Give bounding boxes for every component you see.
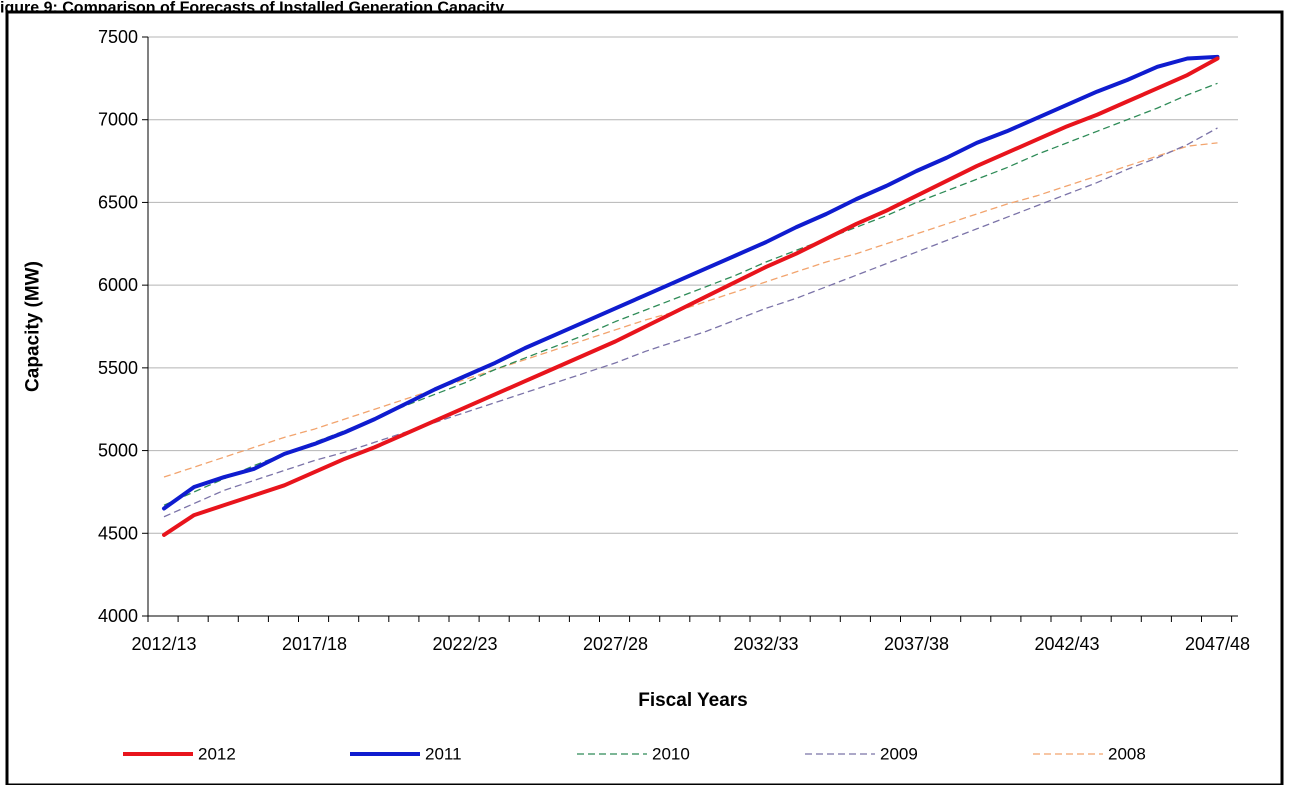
x-tick-label: 2047/48 (1185, 634, 1250, 654)
x-tick-label: 2012/13 (131, 634, 196, 654)
y-tick-label: 7500 (98, 27, 138, 47)
x-tick-label: 2022/23 (432, 634, 497, 654)
x-tick-label: 2017/18 (282, 634, 347, 654)
y-tick-label: 4000 (98, 606, 138, 626)
legend-label-2012: 2012 (198, 745, 236, 764)
x-tick-label: 2027/28 (583, 634, 648, 654)
x-tick-label: 2042/43 (1034, 634, 1099, 654)
legend-label-2009: 2009 (880, 745, 918, 764)
y-tick-label: 5500 (98, 358, 138, 378)
legend-label-2011: 2011 (425, 745, 462, 764)
y-tick-label: 5000 (98, 441, 138, 461)
x-axis-title: Fiscal Years (638, 690, 748, 711)
chart-border (7, 12, 1282, 785)
y-axis-title: Capacity (MW) (23, 261, 44, 392)
y-tick-label: 4500 (98, 523, 138, 543)
y-tick-label: 7000 (98, 110, 138, 130)
legend-label-2010: 2010 (652, 745, 690, 764)
x-tick-label: 2037/38 (884, 634, 949, 654)
y-tick-label: 6500 (98, 192, 138, 212)
x-tick-label: 2032/33 (733, 634, 798, 654)
legend-label-2008: 2008 (1108, 745, 1146, 764)
y-tick-label: 6000 (98, 275, 138, 295)
